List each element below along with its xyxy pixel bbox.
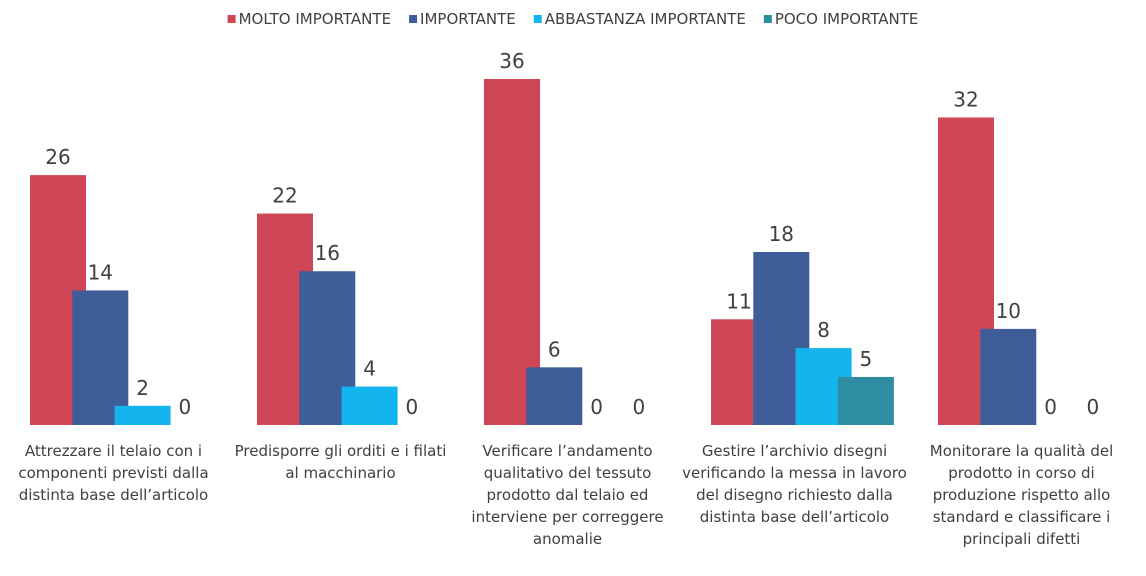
data-label: 5 — [860, 347, 873, 371]
data-label: 0 — [1087, 395, 1100, 419]
data-label: 0 — [633, 395, 646, 419]
data-label: 18 — [769, 222, 794, 246]
legend-swatch — [533, 15, 542, 23]
x-tick-label: Verificare l’andamento qualitativo del t… — [471, 442, 664, 548]
bar — [114, 405, 171, 425]
data-label: 11 — [726, 289, 751, 313]
data-label: 16 — [315, 241, 340, 265]
legend-label: MOLTO IMPORTANTE — [239, 10, 391, 28]
data-label: 6 — [548, 337, 561, 361]
bar — [341, 386, 398, 425]
legend-item: MOLTO IMPORTANTE — [227, 10, 391, 28]
x-tick-label: Gestire l’archivio disegni verificando l… — [682, 442, 907, 526]
data-label: 2 — [136, 376, 149, 400]
legend: MOLTO IMPORTANTE IMPORTANTE ABBASTANZA IMP… — [227, 10, 919, 28]
data-label: 8 — [817, 318, 830, 342]
legend-item: ABBASTANZA IMPORTANTE — [533, 10, 746, 28]
x-tick-label: Attrezzare il telaio con i componenti pr… — [18, 442, 209, 504]
legend-label: POCO IMPORTANTE — [775, 10, 919, 28]
data-label: 14 — [88, 260, 113, 284]
data-label: 0 — [1044, 395, 1057, 419]
data-label: 0 — [179, 395, 192, 419]
x-tick-label: Monitorare la qualità del prodotto in co… — [929, 442, 1114, 548]
x-tick-label: Predisporre gli orditi e i filati al mac… — [234, 442, 447, 482]
data-label: 0 — [590, 395, 603, 419]
data-label: 10 — [996, 299, 1021, 323]
legend-swatch — [763, 15, 772, 23]
legend-item: IMPORTANTE — [409, 10, 516, 28]
data-label: 36 — [499, 49, 524, 73]
legend-swatch — [227, 15, 236, 23]
legend-item: POCO IMPORTANTE — [763, 10, 919, 28]
legend-swatch — [409, 15, 418, 23]
bar — [72, 290, 129, 425]
bar — [980, 328, 1037, 425]
data-label: 4 — [363, 357, 376, 381]
data-label: 22 — [272, 184, 297, 208]
bar — [837, 376, 894, 425]
data-label: 26 — [45, 145, 70, 169]
bar — [526, 367, 583, 425]
legend-label: ABBASTANZA IMPORTANTE — [545, 10, 746, 28]
data-label: 0 — [406, 395, 419, 419]
legend-label: IMPORTANTE — [420, 10, 516, 28]
data-label: 32 — [953, 87, 978, 111]
